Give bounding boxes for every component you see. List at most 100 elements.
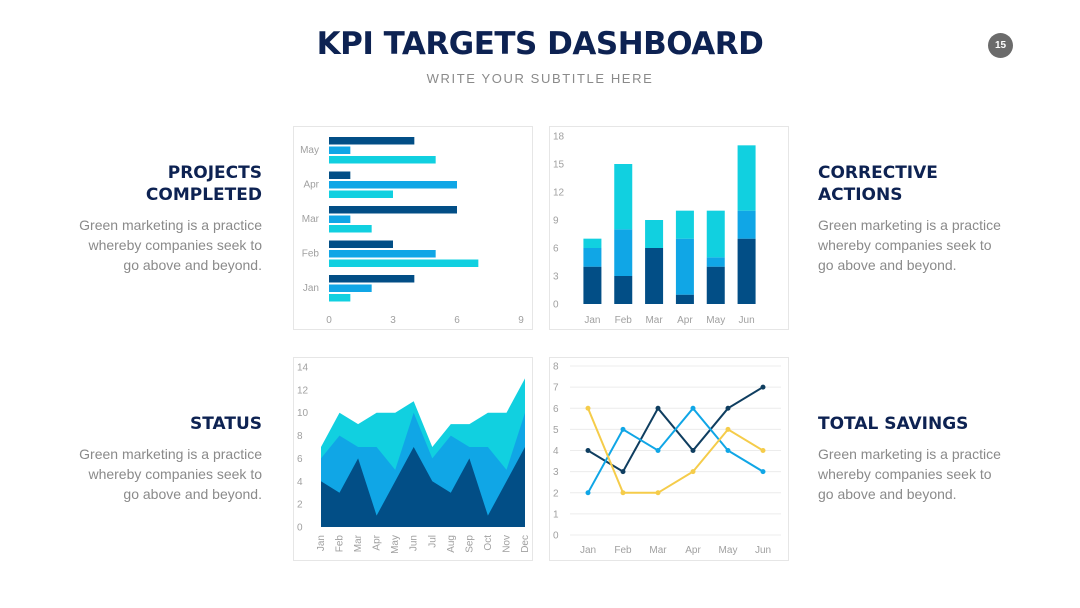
bar-feb-s2 [614, 229, 633, 276]
bar-jan-s1 [583, 266, 602, 304]
bar-may-s1 [706, 266, 725, 304]
bar-jan-s2 [583, 248, 602, 267]
bar-apr-s1 [329, 190, 393, 198]
bar-jan-s1 [329, 294, 351, 302]
y-tick-label: 2 [553, 488, 559, 499]
x-tick-label: Jun [755, 545, 771, 556]
total-savings-text: Green marketing is a practice whereby co… [818, 446, 1001, 502]
data-point [620, 490, 626, 496]
data-point [585, 448, 591, 453]
bar-feb-s3 [329, 240, 393, 248]
bar-may-s1 [329, 156, 436, 164]
data-point [760, 469, 766, 475]
total-savings-chart-panel: 0 1 2 3 4 5 6 7 8 Jan Feb Mar Apr May Jun [549, 357, 789, 561]
bar-mar-s2 [329, 215, 351, 223]
bar-mar-s1 [329, 225, 372, 233]
y-tick-label: 1 [553, 509, 559, 520]
bar-apr-s1 [675, 294, 694, 304]
x-tick-label: May [390, 535, 401, 554]
x-tick-label: Jan [316, 535, 327, 551]
data-point [690, 448, 696, 453]
projects-completed-title: PROJECTS COMPLETED [145, 163, 262, 205]
total-savings-title: TOTAL SAVINGS [818, 414, 969, 434]
y-tick-label: 14 [297, 363, 309, 374]
x-tick-label: Mar [649, 545, 667, 556]
bar-feb-s2 [329, 250, 436, 258]
x-tick-label: Jan [584, 315, 600, 326]
y-tick-label: 15 [553, 160, 565, 171]
bar-apr-s3 [329, 171, 351, 179]
data-point [690, 405, 696, 411]
x-tick-label: 0 [326, 315, 332, 326]
y-tick-label: 9 [553, 216, 559, 227]
y-tick-label: 5 [553, 425, 559, 436]
y-tick-label: 3 [553, 467, 559, 478]
status-text: Green marketing is a practice whereby co… [79, 446, 262, 502]
line-series-3 [587, 407, 764, 494]
y-tick-label: 10 [297, 408, 309, 419]
y-tick-label: 6 [297, 454, 303, 465]
x-tick-label: Jun [409, 535, 420, 551]
y-tick-label: Apr [303, 180, 319, 191]
bar-feb-s1 [614, 276, 633, 304]
x-tick-label: Feb [335, 535, 346, 553]
data-point [760, 384, 766, 390]
corrective-actions-stacked-bar-chart: Jan Feb Mar Apr May Jun 0 3 6 9 12 15 18 [553, 132, 756, 326]
y-tick-label: 0 [553, 531, 559, 542]
y-tick-label: 18 [553, 132, 565, 143]
bar-may-s3 [706, 210, 725, 258]
x-tick-label: Jan [580, 545, 596, 556]
x-tick-label: Apr [685, 545, 701, 556]
x-tick-label: Nov [501, 535, 512, 553]
bar-may-s2 [706, 257, 725, 267]
data-point [585, 490, 591, 496]
x-tick-label: Aug [446, 535, 457, 553]
data-point [725, 405, 731, 411]
bar-jun-s3 [737, 145, 756, 211]
data-point [585, 405, 591, 411]
x-tick-label: Mar [645, 315, 663, 326]
y-tick-label: 8 [553, 362, 559, 373]
x-tick-label: Mar [353, 534, 364, 552]
page-title: KPI TARGETS DASHBOARD [316, 26, 764, 62]
total-savings-line-chart: 0 1 2 3 4 5 6 7 8 Jan Feb Mar Apr May Jun [553, 362, 781, 556]
y-tick-label: 4 [553, 446, 559, 457]
y-tick-label: 2 [297, 500, 303, 511]
bar-feb-s3 [614, 164, 633, 230]
status-chart-panel: 0 2 4 6 8 10 12 14 Jan Feb Mar Apr May Jun Jul Aug Sep Oc… [293, 357, 533, 561]
status-area-chart: 0 2 4 6 8 10 12 14 Jan Feb Mar Apr May Jun Jul Aug Sep Oc… [297, 363, 531, 554]
y-tick-label: 3 [553, 272, 559, 283]
data-point [655, 490, 661, 496]
x-tick-label: May [706, 315, 725, 326]
y-tick-label: 0 [553, 300, 559, 311]
projects-completed-bar-chart: Jan Feb Mar Apr May 0 3 6 9 [300, 137, 524, 326]
x-tick-label: Oct [483, 535, 494, 551]
data-point [760, 448, 766, 453]
data-point [690, 469, 696, 475]
x-tick-label: 6 [454, 315, 460, 326]
bar-apr-s2 [675, 238, 694, 295]
x-tick-label: 3 [390, 315, 396, 326]
x-tick-label: Dec [520, 535, 531, 553]
y-tick-label: Feb [302, 249, 320, 260]
corrective-actions-title: CORRECTIVE ACTIONS [818, 163, 938, 205]
corrective-actions-text: Green marketing is a practice whereby co… [818, 217, 1001, 273]
x-tick-label: Apr [372, 534, 383, 550]
x-tick-label: Jun [739, 315, 755, 326]
y-tick-label: Jan [303, 283, 319, 294]
bar-feb-s1 [329, 259, 479, 267]
corrective-actions-chart-panel: Jan Feb Mar Apr May Jun 0 3 6 9 12 15 18 [549, 126, 789, 330]
page-subtitle: WRITE YOUR SUBTITLE HERE [426, 71, 654, 86]
y-tick-label: 7 [553, 383, 559, 394]
data-point [620, 426, 626, 432]
bar-mar-s3 [645, 220, 664, 248]
data-point [655, 405, 661, 411]
projects-completed-chart-panel: Jan Feb Mar Apr May 0 3 6 9 [293, 126, 533, 330]
x-tick-label: 9 [518, 315, 524, 326]
bar-jun-s1 [737, 238, 756, 304]
bar-may-s3 [329, 137, 415, 145]
x-tick-label: May [719, 545, 738, 556]
bar-jan-s3 [583, 238, 602, 248]
y-tick-label: 4 [297, 477, 303, 488]
page-number-badge: 15 [988, 33, 1013, 58]
